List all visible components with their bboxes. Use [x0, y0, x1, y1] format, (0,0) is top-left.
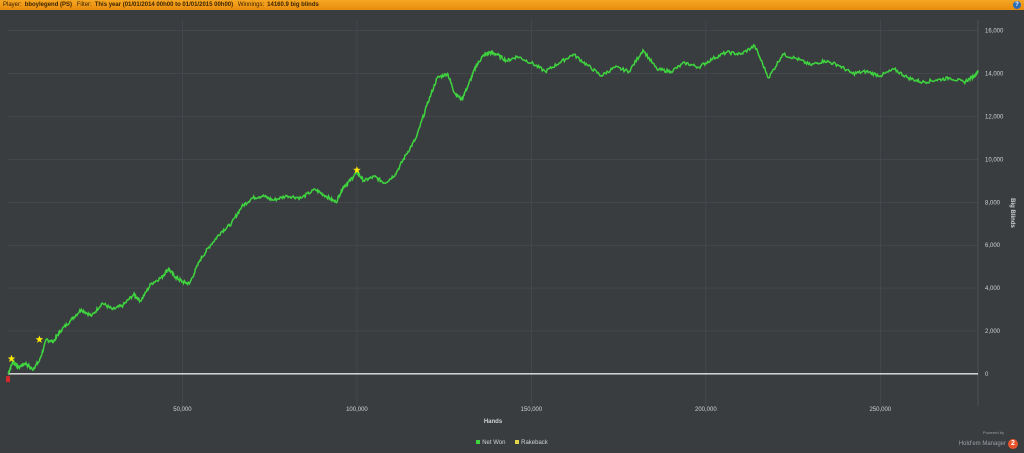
x-tick-label: 50,000 — [173, 407, 192, 413]
y-tick-label: 14,000 — [985, 72, 1004, 78]
player-value[interactable]: bboylegend (PS) — [24, 2, 73, 8]
x-tick-label: 150,000 — [521, 407, 543, 413]
y-tick-label: 16,000 — [985, 29, 1004, 35]
filter-label: Filter: — [76, 2, 92, 8]
y-tick-label: 4,000 — [985, 286, 1001, 292]
branding: Powered by Hold'em Manager 2 — [959, 430, 1018, 453]
filter-bar: Player: bboylegend (PS) Filter: This year … — [0, 0, 1024, 10]
rakeback-star-icon — [353, 166, 361, 174]
legend-item-rakeback[interactable]: Rakeback — [515, 440, 548, 446]
hm2-logo-icon: 2 — [1008, 438, 1018, 449]
legend-label-rakeback: Rakeback — [521, 440, 548, 446]
y-tick-label: 6,000 — [985, 243, 1001, 249]
y-tick-label: 12,000 — [985, 115, 1004, 121]
y-tick-label: 2,000 — [985, 329, 1001, 335]
legend: Net Won Rakeback — [0, 440, 1024, 446]
winnings-value: 14160.9 big blinds — [267, 2, 319, 8]
brand-name: Hold'em Manager — [958, 440, 1006, 447]
graph-chart: 0 2,000 4,000 6,000 8,000 10,000 12,000 14,000 1… — [6, 20, 1015, 425]
y-tick-label: 8,000 — [985, 200, 1001, 206]
net-won-line — [7, 43, 979, 375]
net-won-swatch-icon — [476, 440, 481, 445]
rakeback-swatch-icon — [515, 440, 520, 445]
winnings-label: Winnings: — [237, 2, 265, 8]
start-marker — [6, 376, 10, 383]
x-tick-label: 100,000 — [346, 407, 368, 413]
x-axis-label: Hands — [484, 419, 503, 425]
y-axis-label: Big Blinds — [1009, 198, 1015, 228]
rakeback-star-icon — [35, 335, 44, 343]
player-label: Player: — [3, 2, 22, 8]
x-axis-ticks: 50,000 100,000 150,000 200,000 250,000 — [173, 407, 892, 413]
rakeback-markers — [7, 166, 361, 363]
legend-item-net-won[interactable]: Net Won — [476, 440, 505, 446]
powered-by-text: Powered by — [982, 430, 1004, 435]
y-axis-ticks: 0 2,000 4,000 6,000 8,000 10,000 12,000 14,000 1… — [985, 29, 1004, 378]
x-tick-label: 200,000 — [695, 407, 717, 413]
legend-label-net-won: Net Won — [482, 440, 506, 446]
y-tick-label: 0 — [985, 372, 989, 378]
grid-lines — [8, 20, 979, 406]
x-tick-label: 250,000 — [869, 407, 891, 413]
help-icon[interactable]: ? — [1013, 1, 1021, 9]
filter-value[interactable]: This year (01/01/2014 00h00 to 01/01/201… — [94, 2, 234, 8]
rakeback-star-icon — [7, 354, 16, 363]
y-tick-label: 10,000 — [985, 157, 1004, 163]
